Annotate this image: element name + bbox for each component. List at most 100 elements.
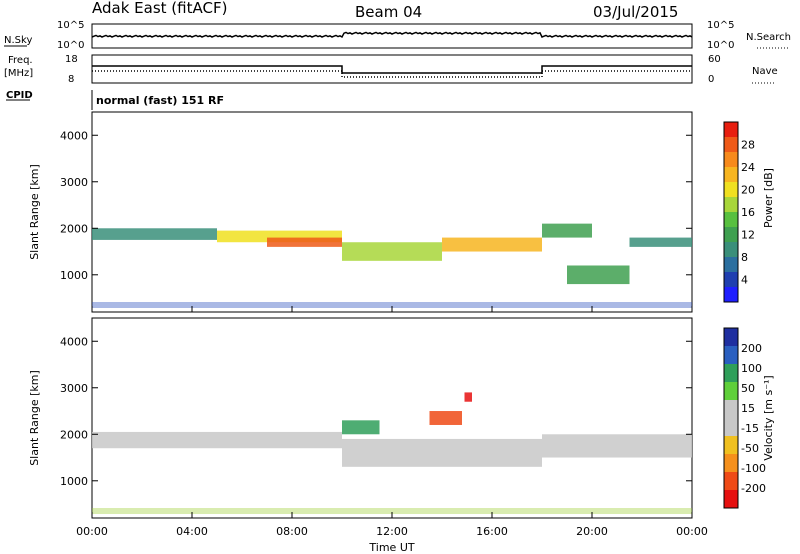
nave-label: Nave — [752, 66, 778, 77]
velocity-colorbar: 200 100 50 15 -15 -50 -100 -200 — [723, 327, 766, 509]
colorbar-tick-label: -100 — [741, 462, 766, 475]
ytick-label: 2000 — [60, 428, 88, 441]
ytick-label: 4000 — [60, 129, 88, 142]
colorbar-tick-label: 28 — [741, 139, 755, 152]
colorbar-swatch — [724, 418, 738, 436]
echo-band-1 — [342, 438, 542, 467]
colorbar-swatch — [724, 122, 738, 137]
freq-trace — [92, 65, 692, 74]
freq-tick-top: 18 — [65, 54, 78, 65]
echo-band-4 — [429, 411, 462, 425]
near-range-echoes — [92, 302, 692, 308]
colorbar-swatch — [724, 328, 738, 346]
colorbar-swatch — [724, 400, 738, 418]
xtick-label: 08:00 — [276, 525, 308, 538]
colorbar-tick-label: 50 — [741, 382, 755, 395]
ytick-label: 3000 — [60, 382, 88, 395]
colorbar-swatch — [724, 227, 738, 242]
echo-band-7 — [629, 237, 692, 247]
cpid-label: CPID — [6, 90, 33, 101]
freq-tick-bottom: 8 — [68, 74, 74, 85]
velocity-ylabel: Slant Range [km] — [28, 370, 41, 466]
velocity-y-axis: 1000 2000 3000 4000 — [60, 335, 692, 488]
echo-band-5 — [342, 420, 380, 435]
nsky-label: N.Sky — [4, 35, 32, 46]
colorbar-tick-label: 8 — [741, 251, 748, 264]
echo-band-3 — [342, 242, 442, 261]
colorbar-tick-label: 12 — [741, 229, 755, 242]
power-y-axis: 1000 2000 3000 4000 — [60, 129, 692, 282]
colorbar-swatch — [724, 257, 738, 272]
power-panel: 1000 2000 3000 4000 Slant Range [km] 4 8 12 16… — [28, 111, 775, 313]
xtick-label: 20:00 — [576, 525, 608, 538]
xtick-label: 16:00 — [476, 525, 508, 538]
colorbar-swatch — [724, 197, 738, 212]
colorbar-swatch — [724, 242, 738, 257]
colorbar-swatch — [724, 167, 738, 182]
ytick-label: 4000 — [60, 335, 88, 348]
xtick-label: 00:00 — [676, 525, 708, 538]
colorbar-swatch — [724, 287, 738, 302]
colorbar-swatch — [724, 182, 738, 197]
freq-panel: Freq. [MHz] 18 8 60 0 Nave — [4, 54, 778, 85]
colorbar-tick-label: -200 — [741, 482, 766, 495]
colorbar-tick-label: 16 — [741, 206, 755, 219]
echo-band-3 — [464, 392, 472, 402]
colorbar-swatch — [724, 490, 738, 508]
colorbar-swatch — [724, 382, 738, 400]
echo-band-2 — [267, 237, 342, 247]
nsearch-label: N.Search — [746, 32, 791, 43]
xtick-label: 04:00 — [176, 525, 208, 538]
echo-band-6 — [567, 265, 630, 285]
nsearch-tick-bottom: 10^0 — [707, 40, 734, 51]
xlabel: Time UT — [368, 541, 414, 554]
xtick-label: 12:00 — [376, 525, 408, 538]
power-data-layer — [92, 223, 692, 308]
nsearch-tick-top: 10^5 — [707, 20, 734, 31]
cpid-text: normal (fast) 151 RF — [96, 94, 224, 107]
ytick-label: 1000 — [60, 475, 88, 488]
echo-band-5 — [542, 223, 592, 238]
colorbar-tick-label: 4 — [741, 274, 748, 287]
colorbar-tick-label: 20 — [741, 184, 755, 197]
colorbar-swatch — [724, 272, 738, 287]
colorbar-swatch — [724, 472, 738, 490]
xtick-label: 00:00 — [76, 525, 108, 538]
ytick-label: 2000 — [60, 222, 88, 235]
colorbar-swatch — [724, 436, 738, 454]
nave-trace — [92, 70, 692, 78]
colorbar-swatch — [724, 212, 738, 227]
power-colorbar-label: Power [dB] — [762, 168, 775, 228]
nsky-tick-top: 10^5 — [57, 20, 84, 31]
echo-band-4 — [442, 237, 542, 252]
ytick-label: 1000 — [60, 269, 88, 282]
date-label: 03/Jul/2015 — [593, 3, 678, 21]
time-axis: 00:00 04:00 08:00 12:00 16:00 20:00 00:00 — [76, 306, 708, 538]
power-ylabel: Slant Range [km] — [28, 164, 41, 260]
ytick-label: 3000 — [60, 176, 88, 189]
echo-band-1 — [217, 230, 342, 243]
velocity-data-layer — [92, 392, 692, 514]
colorbar-tick-label: -50 — [741, 442, 759, 455]
nave-tick-top: 60 — [708, 54, 721, 65]
colorbar-tick-label: 24 — [741, 161, 755, 174]
colorbar-tick-label: 15 — [741, 402, 755, 415]
velocity-colorbar-label: Velocity [m s⁻¹] — [762, 375, 775, 460]
colorbar-tick-label: 200 — [741, 342, 762, 355]
near-range-echoes — [92, 508, 692, 514]
colorbar-tick-label: -15 — [741, 422, 759, 435]
plot-title: Adak East (fitACF) — [92, 0, 227, 17]
colorbar-swatch — [724, 152, 738, 167]
colorbar-frame — [723, 327, 739, 509]
nsky-tick-bottom: 10^0 — [57, 40, 84, 51]
colorbar-swatch — [724, 364, 738, 382]
colorbar-frame — [723, 121, 739, 303]
velocity-panel: 1000 2000 3000 4000 Slant Range [km] 200 100… — [28, 317, 775, 519]
freq-label: Freq. — [8, 55, 33, 66]
colorbar-tick-label: 100 — [741, 362, 762, 375]
beam-label: Beam 04 — [355, 3, 422, 21]
nsky-panel: N.Sky 10^5 10^0 10^5 10^0 N.Search — [4, 20, 791, 51]
colorbar-swatch — [724, 346, 738, 364]
nsky-trace — [91, 31, 693, 39]
